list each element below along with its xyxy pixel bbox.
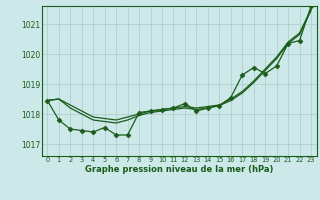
X-axis label: Graphe pression niveau de la mer (hPa): Graphe pression niveau de la mer (hPa) xyxy=(85,165,273,174)
